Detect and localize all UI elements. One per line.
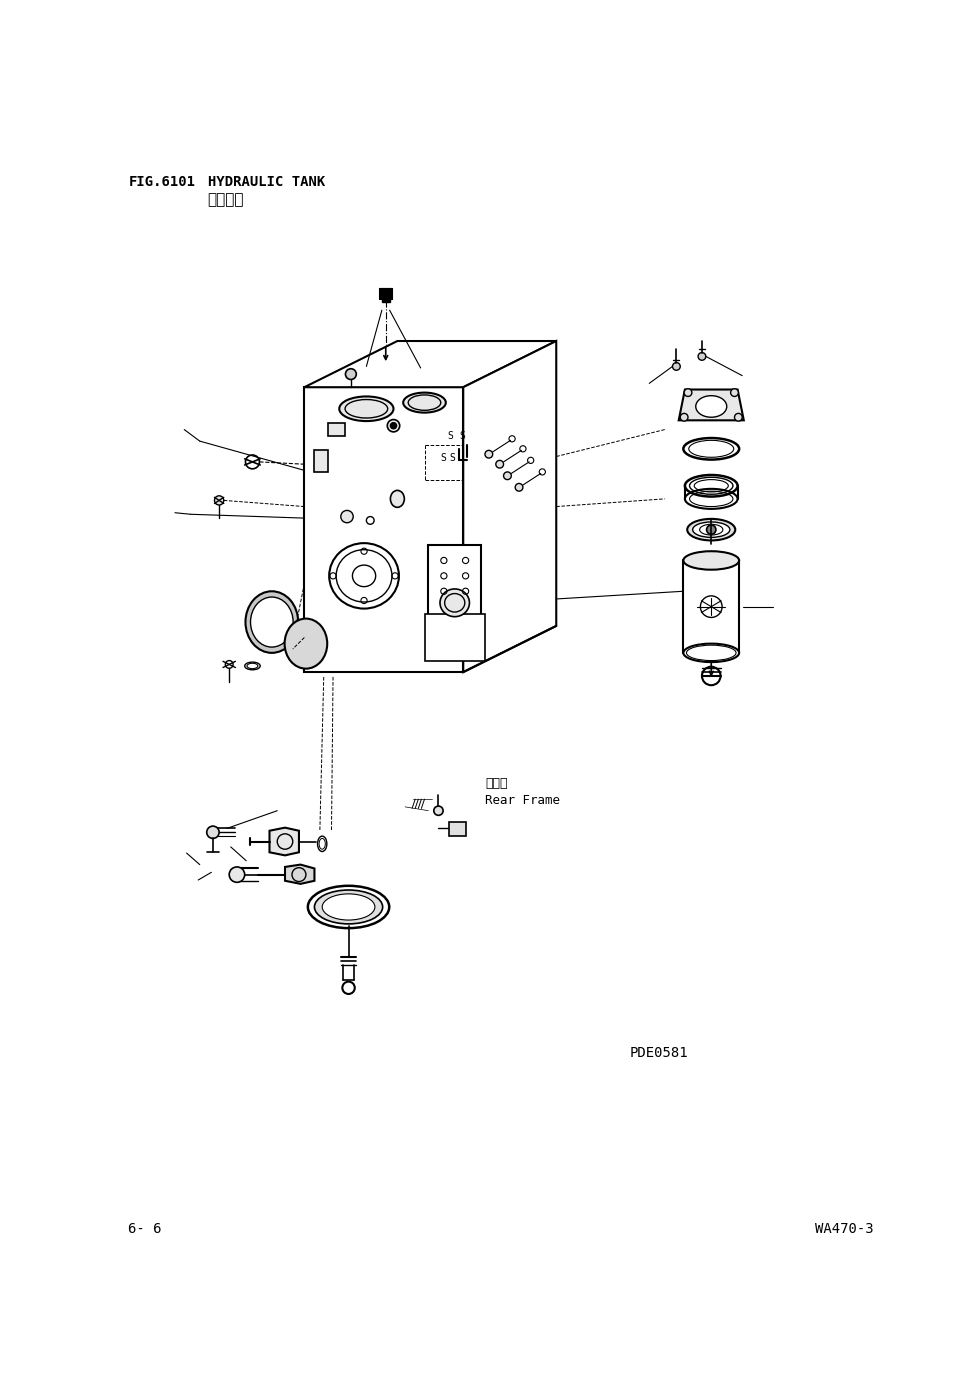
Bar [379,289,392,299]
Polygon shape [463,341,556,672]
Ellipse shape [315,891,382,924]
Circle shape [206,826,219,839]
Ellipse shape [245,591,298,653]
Circle shape [434,807,443,815]
Text: PDE0581: PDE0581 [629,1046,688,1060]
Circle shape [229,867,244,882]
Polygon shape [304,341,556,387]
Text: S: S [459,431,465,440]
Text: S: S [448,453,454,463]
Ellipse shape [692,521,729,537]
Text: WA470-3: WA470-3 [815,1222,873,1236]
Text: FIG.6101: FIG.6101 [128,175,195,189]
Circle shape [503,473,511,480]
Circle shape [734,414,742,421]
Text: S: S [447,431,453,440]
Circle shape [340,510,353,523]
Bar [381,298,389,302]
Polygon shape [284,864,315,884]
Ellipse shape [403,393,446,412]
Circle shape [495,460,503,468]
Ellipse shape [683,438,739,460]
Text: 6- 6: 6- 6 [128,1222,162,1236]
Circle shape [672,362,680,370]
Ellipse shape [683,643,739,663]
Bar [424,614,485,661]
Ellipse shape [684,475,737,496]
Text: 后车架: 后车架 [485,777,507,790]
Polygon shape [678,390,743,421]
Ellipse shape [329,544,399,608]
Text: HYDRAULIC TANK: HYDRAULIC TANK [207,175,324,189]
Circle shape [387,419,400,432]
Circle shape [214,496,224,505]
Bar [314,450,327,473]
Ellipse shape [284,618,327,668]
Circle shape [515,484,523,491]
Circle shape [390,422,397,429]
Circle shape [705,526,715,534]
Ellipse shape [250,597,293,647]
Ellipse shape [321,893,374,920]
Circle shape [684,389,691,397]
Polygon shape [270,828,299,856]
Circle shape [698,352,705,361]
Ellipse shape [687,519,735,541]
Text: 液压油筱: 液压油筱 [207,193,243,207]
Polygon shape [304,387,463,672]
Bar [327,424,344,436]
Ellipse shape [440,589,469,617]
Circle shape [730,389,738,397]
Circle shape [680,414,687,421]
Circle shape [485,450,492,459]
Circle shape [345,369,356,379]
Ellipse shape [695,396,726,417]
Text: Rear Frame: Rear Frame [485,794,560,807]
Ellipse shape [339,397,393,421]
Text: S: S [440,453,446,463]
Ellipse shape [390,491,404,507]
Bar [448,822,466,836]
Ellipse shape [683,551,739,570]
Ellipse shape [308,886,389,928]
Bar [428,545,481,644]
